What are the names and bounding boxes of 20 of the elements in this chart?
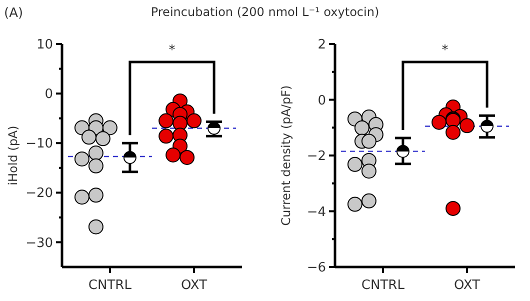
annotation: * [168,43,176,58]
y-tick-label: −6 [306,260,326,276]
x-tick-label: OXT [181,278,208,293]
y-axis-title: iHold (pA) [6,126,20,186]
y-tick-label: 0 [44,87,53,102]
y-tick-label: 0 [318,93,326,108]
y-tick-label: −4 [306,204,326,220]
y-tick-label: −2 [306,149,326,164]
annotation: * [442,43,449,58]
y-axis-title: Current density (pA/pF) [279,85,293,226]
x-tick-label: CNTRL [361,278,406,293]
x-tick-label: OXT [454,278,480,293]
y-tick-label: 2 [318,38,326,53]
x-tick-label: CNTRL [88,278,132,293]
y-tick-label: −20 [26,186,53,202]
y-tick-label: −30 [26,236,53,251]
chart-title: Preincubation (200 nmol L⁻¹ oxytocin) [150,5,380,19]
y-tick-label: 10 [36,38,53,53]
text: (A) [4,6,24,21]
y-tick-label: −10 [26,136,53,152]
